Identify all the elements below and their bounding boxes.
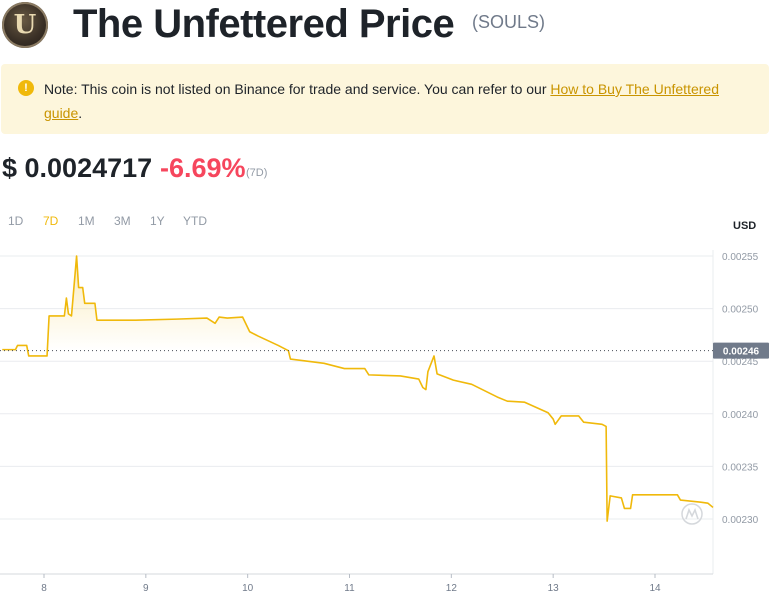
coin-header: U The Unfettered Price (SOULS) (0, 0, 783, 50)
coin-logo-letter: U (13, 10, 37, 40)
y-tick-label: 0.00245 (722, 357, 759, 368)
change-period: (7D) (246, 167, 268, 179)
warning-icon: ! (18, 80, 34, 96)
price-change: -6.69% (160, 153, 246, 183)
chart-series (2, 255, 714, 522)
coin-ticker: (SOULS) (472, 12, 546, 32)
page-title: The Unfettered Price (73, 2, 455, 46)
current-price-marker (713, 342, 769, 359)
x-tick-label: 8 (41, 583, 47, 594)
range-tab-ytd[interactable]: YTD (183, 214, 207, 228)
notice-suffix: . (78, 105, 83, 121)
chart-overlay: 0.00246 (0, 342, 769, 525)
how-to-buy-link[interactable]: How to Buy The Unfettered guide (44, 81, 719, 121)
chart-axes: 0.00255 0.00250 0.00245 0.00240 0.00235 0.002… (41, 252, 758, 594)
y-tick-label: 0.00255 (722, 252, 759, 263)
range-tab-7d[interactable]: 7D (43, 214, 59, 228)
x-tick-label: 12 (446, 583, 458, 594)
watermark-icon (681, 503, 703, 525)
x-tick-label: 11 (344, 583, 355, 594)
price-line (2, 255, 714, 522)
current-price-label: 0.00246 (723, 347, 760, 358)
price-area-fill (2, 256, 714, 351)
x-tick-label: 13 (548, 583, 560, 594)
currency-unit: USD (733, 220, 757, 232)
unlisted-notice: ! Note: This coin is not listed on Binan… (1, 64, 769, 134)
x-tick-label: 10 (242, 583, 254, 594)
y-tick-label: 0.00250 (722, 305, 759, 316)
coin-logo: U (2, 2, 48, 48)
range-tab-3m[interactable]: 3M (114, 214, 131, 228)
watermark-ring (681, 503, 703, 525)
range-tab-1d[interactable]: 1D (8, 214, 24, 228)
x-tick-label: 14 (649, 583, 661, 594)
y-tick-label: 0.00235 (722, 462, 759, 473)
notice-text-block: Note: This coin is not listed on Binance… (44, 77, 744, 125)
chart-grid (0, 250, 714, 575)
current-price: $ 0.0024717 (2, 153, 153, 183)
y-tick-label: 0.00230 (722, 515, 759, 526)
range-tab-1m[interactable]: 1M (78, 214, 95, 228)
x-tick-label: 9 (143, 583, 149, 594)
notice-message: Note: This coin is not listed on Binance… (44, 81, 551, 97)
y-tick-label: 0.00240 (722, 410, 759, 421)
range-tab-1y[interactable]: 1Y (150, 214, 165, 228)
watermark-glyph (685, 507, 699, 520)
